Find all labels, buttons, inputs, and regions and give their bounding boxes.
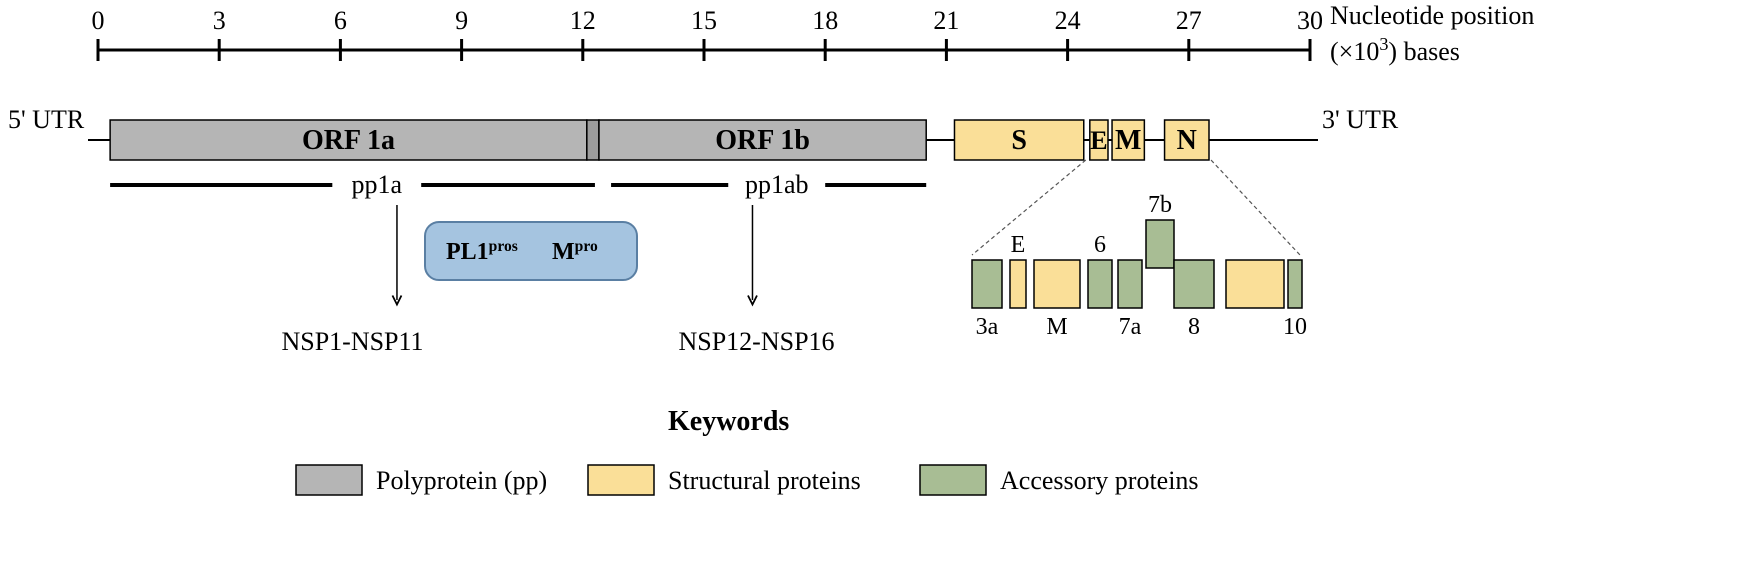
zoom-block-z-M	[1034, 260, 1080, 308]
dash-right	[1211, 160, 1300, 255]
genome-block-orf1a-overlap	[587, 120, 599, 160]
utr5-label: 5' UTR	[8, 105, 85, 134]
legend: Keywords Polyprotein (pp) Structural prote…	[296, 406, 1199, 495]
zoom-label-z-7a: 7a	[1119, 314, 1142, 340]
genome-block-label-orf1a: ORF 1a	[302, 125, 395, 156]
zoom-block-z-3a	[972, 260, 1002, 308]
pp-lines: pp1a pp1ab	[110, 170, 926, 199]
axis-tick-label: 21	[933, 6, 959, 35]
protease-box: PL1pros Mpro	[425, 222, 637, 280]
genome-row: 5' UTR 3' UTR ORF 1a ORF 1b S EM N	[8, 105, 1399, 160]
zoom-block-z-8	[1174, 260, 1214, 308]
genome-block-label-E: E	[1090, 126, 1107, 155]
legend-accessory-label: Accessory proteins	[1000, 466, 1199, 495]
utr3-label: 3' UTR	[1322, 105, 1399, 134]
axis: 0 3 6 9 12 15 18 21 24 27 30Nucleotide position (×1…	[92, 1, 1535, 66]
legend-structural-label: Structural proteins	[668, 466, 861, 495]
axis-tick-label: 24	[1055, 6, 1081, 35]
zoom-block-z-6	[1088, 260, 1112, 308]
axis-tick-label: 3	[213, 6, 226, 35]
zoom-block-z-7b	[1146, 220, 1174, 268]
dash-left	[972, 160, 1086, 255]
axis-tick-label: 15	[691, 6, 717, 35]
axis-tick-label: 30	[1297, 6, 1323, 35]
genome-block-label-M: M	[1115, 125, 1141, 156]
pp-label-pp1a: pp1a	[351, 170, 402, 199]
zoom-label-z-M: M	[1046, 314, 1067, 340]
arrow-pp1ab-label: NSP12-NSP16	[678, 327, 834, 356]
genome-diagram: 0 3 6 9 12 15 18 21 24 27 30Nucleotide position (×1…	[0, 0, 1744, 562]
legend-polyprotein-swatch	[296, 465, 362, 495]
axis-tick-label: 6	[334, 6, 347, 35]
axis-tick-label: 18	[812, 6, 838, 35]
genome-block-label-N: N	[1177, 125, 1197, 156]
axis-label-2: (×103) bases	[1330, 34, 1460, 66]
axis-label-1: Nucleotide position	[1330, 1, 1534, 30]
zoom-label-z-8: 8	[1188, 314, 1200, 340]
genome-block-label-S: S	[1011, 125, 1027, 156]
zoom-label-z-E: E	[1011, 232, 1026, 258]
zoom-block-z-10	[1288, 260, 1302, 308]
legend-title: Keywords	[668, 406, 789, 437]
zoom-label-z-3a: 3a	[976, 314, 999, 340]
zoom-label-z-6: 6	[1094, 232, 1106, 258]
zoom-label-z-7b: 7b	[1148, 192, 1172, 218]
zoom-block-z-7a	[1118, 260, 1142, 308]
axis-tick-label: 0	[92, 6, 105, 35]
zoom-block-z-E	[1010, 260, 1026, 308]
zoom-row: 3a E M 6 7a 7b 8 10	[972, 192, 1307, 340]
legend-accessory-swatch	[920, 465, 986, 495]
axis-tick-label: 27	[1176, 6, 1202, 35]
legend-structural-swatch	[588, 465, 654, 495]
zoom-block-z-blank	[1226, 260, 1284, 308]
axis-tick-label: 12	[570, 6, 596, 35]
pp-label-pp1ab: pp1ab	[745, 170, 809, 199]
legend-polyprotein-label: Polyprotein (pp)	[376, 466, 547, 495]
genome-block-label-orf1b: ORF 1b	[715, 125, 810, 156]
arrow-pp1a-label: NSP1-NSP11	[281, 327, 423, 356]
axis-tick-label: 9	[455, 6, 468, 35]
zoom-label-z-10: 10	[1283, 314, 1307, 340]
